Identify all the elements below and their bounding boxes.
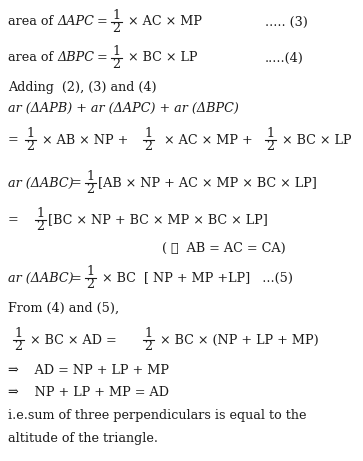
Text: 1: 1 bbox=[144, 327, 152, 340]
Text: × AC × MP +: × AC × MP + bbox=[156, 134, 253, 147]
Text: ar (ΔABC): ar (ΔABC) bbox=[8, 272, 74, 284]
Text: 2: 2 bbox=[14, 340, 22, 353]
Text: 1: 1 bbox=[86, 265, 94, 278]
Text: 2: 2 bbox=[144, 340, 152, 353]
Text: 1: 1 bbox=[144, 127, 152, 140]
Text: ⇒    AD = NP + LP + MP: ⇒ AD = NP + LP + MP bbox=[8, 364, 169, 377]
Text: ΔBPC: ΔBPC bbox=[57, 52, 94, 65]
Text: =: = bbox=[67, 272, 82, 284]
Text: ar (ΔAPB) + ar (ΔAPC) + ar (ΔBPC): ar (ΔAPB) + ar (ΔAPC) + ar (ΔBPC) bbox=[8, 101, 239, 114]
Text: 2: 2 bbox=[112, 58, 120, 71]
Text: .....(4): .....(4) bbox=[265, 52, 304, 65]
Text: =: = bbox=[67, 177, 82, 189]
Text: 1: 1 bbox=[36, 207, 44, 220]
Text: 2: 2 bbox=[266, 140, 274, 153]
Text: i.e.sum of three perpendiculars is equal to the: i.e.sum of three perpendiculars is equal… bbox=[8, 408, 306, 421]
Text: × BC × LP: × BC × LP bbox=[124, 52, 197, 65]
Text: × BC  [ NP + MP +LP]   ...(5): × BC [ NP + MP +LP] ...(5) bbox=[98, 272, 293, 284]
Text: × BC × LP: × BC × LP bbox=[278, 134, 351, 147]
Text: 1: 1 bbox=[26, 127, 34, 140]
Text: × BC × (NP + LP + MP): × BC × (NP + LP + MP) bbox=[156, 333, 319, 347]
Text: 2: 2 bbox=[144, 140, 152, 153]
Text: ΔAPC: ΔAPC bbox=[57, 16, 94, 29]
Text: × AB × NP +: × AB × NP + bbox=[38, 134, 129, 147]
Text: 2: 2 bbox=[86, 278, 94, 291]
Text: ..... (3): ..... (3) bbox=[265, 16, 308, 29]
Text: 2: 2 bbox=[36, 220, 44, 233]
Text: =: = bbox=[8, 213, 19, 226]
Text: [BC × NP + BC × MP × BC × LP]: [BC × NP + BC × MP × BC × LP] bbox=[48, 213, 268, 226]
Text: =: = bbox=[8, 134, 19, 147]
Text: ar (ΔABC): ar (ΔABC) bbox=[8, 177, 74, 189]
Text: 1: 1 bbox=[112, 45, 120, 58]
Text: ( ∴  AB = AC = CA): ( ∴ AB = AC = CA) bbox=[162, 242, 286, 254]
Text: × AC × MP: × AC × MP bbox=[124, 16, 202, 29]
Text: 2: 2 bbox=[112, 22, 120, 35]
Text: 1: 1 bbox=[14, 327, 22, 340]
Text: 2: 2 bbox=[26, 140, 34, 153]
Text: =: = bbox=[93, 52, 108, 65]
Text: =: = bbox=[93, 16, 108, 29]
Text: altitude of the triangle.: altitude of the triangle. bbox=[8, 431, 158, 444]
Text: area of: area of bbox=[8, 52, 57, 65]
Text: area of: area of bbox=[8, 16, 57, 29]
Text: 1: 1 bbox=[266, 127, 274, 140]
Text: 2: 2 bbox=[86, 183, 94, 196]
Text: 1: 1 bbox=[112, 9, 120, 22]
Text: From (4) and (5),: From (4) and (5), bbox=[8, 301, 119, 314]
Text: × BC × AD =: × BC × AD = bbox=[26, 333, 117, 347]
Text: 1: 1 bbox=[86, 170, 94, 183]
Text: [AB × NP + AC × MP × BC × LP]: [AB × NP + AC × MP × BC × LP] bbox=[98, 177, 317, 189]
Text: ⇒    NP + LP + MP = AD: ⇒ NP + LP + MP = AD bbox=[8, 385, 169, 398]
Text: Adding  (2), (3) and (4): Adding (2), (3) and (4) bbox=[8, 82, 156, 95]
